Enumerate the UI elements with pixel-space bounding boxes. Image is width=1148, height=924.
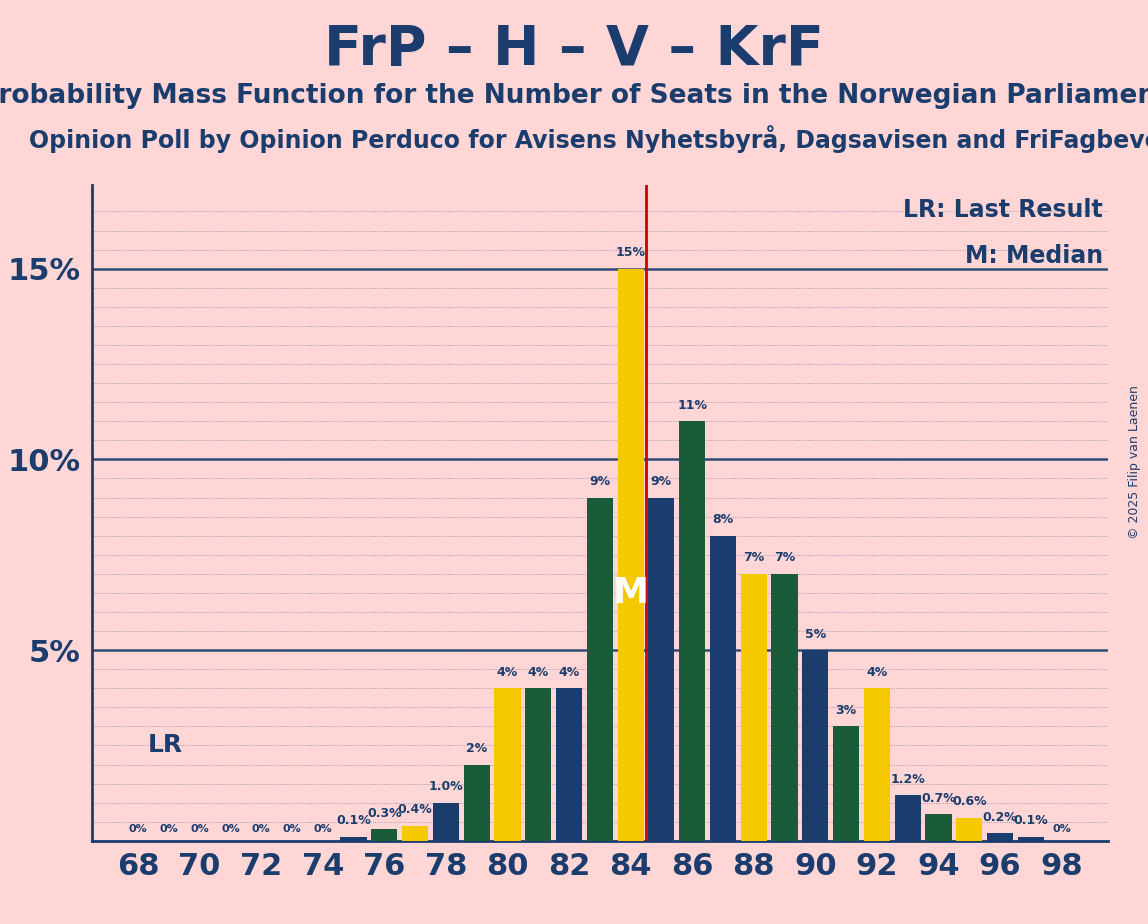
Text: 0.1%: 0.1%: [1014, 814, 1048, 828]
Text: M: M: [613, 576, 649, 610]
Bar: [525, 688, 551, 841]
Bar: [925, 814, 952, 841]
Bar: [894, 795, 921, 841]
Text: © 2025 Filip van Laenen: © 2025 Filip van Laenen: [1127, 385, 1141, 539]
Bar: [433, 803, 459, 841]
Text: 9%: 9%: [589, 475, 611, 488]
Text: M: Median: M: Median: [964, 244, 1103, 268]
Text: 0%: 0%: [129, 824, 147, 834]
Bar: [987, 833, 1014, 841]
Bar: [709, 536, 736, 841]
Bar: [341, 837, 366, 841]
Bar: [649, 497, 675, 841]
Text: 15%: 15%: [615, 246, 645, 259]
Text: 8%: 8%: [713, 513, 734, 526]
Text: 5%: 5%: [805, 627, 825, 640]
Text: 2%: 2%: [466, 742, 487, 755]
Text: 0.4%: 0.4%: [397, 803, 433, 816]
Text: FrP – H – V – KrF: FrP – H – V – KrF: [324, 23, 824, 77]
Text: Probability Mass Function for the Number of Seats in the Norwegian Parliament: Probability Mass Function for the Number…: [0, 83, 1148, 109]
Bar: [402, 825, 428, 841]
Text: 9%: 9%: [651, 475, 672, 488]
Text: 4%: 4%: [558, 665, 580, 679]
Text: 0.3%: 0.3%: [367, 807, 402, 820]
Bar: [618, 269, 644, 841]
Text: 0%: 0%: [313, 824, 332, 834]
Text: 7%: 7%: [743, 552, 765, 565]
Text: 4%: 4%: [867, 665, 887, 679]
Text: 0%: 0%: [251, 824, 271, 834]
Text: 0%: 0%: [282, 824, 301, 834]
Text: 0.7%: 0.7%: [921, 792, 956, 805]
Bar: [371, 830, 397, 841]
Bar: [956, 818, 983, 841]
Bar: [680, 421, 705, 841]
Text: 0%: 0%: [191, 824, 209, 834]
Bar: [833, 726, 859, 841]
Bar: [495, 688, 520, 841]
Text: 1.2%: 1.2%: [891, 772, 925, 785]
Text: 4%: 4%: [528, 665, 549, 679]
Bar: [1018, 837, 1044, 841]
Text: 0.6%: 0.6%: [952, 796, 986, 808]
Bar: [464, 764, 490, 841]
Bar: [587, 497, 613, 841]
Text: LR: LR: [147, 733, 183, 757]
Text: 0%: 0%: [160, 824, 178, 834]
Bar: [863, 688, 890, 841]
Text: Opinion Poll by Opinion Perduco for Avisens Nyhetsbyrå, Dagsavisen and FriFagbev: Opinion Poll by Opinion Perduco for Avis…: [29, 125, 1148, 152]
Text: 0.1%: 0.1%: [336, 814, 371, 828]
Text: 3%: 3%: [836, 704, 856, 717]
Text: 0%: 0%: [1053, 824, 1071, 834]
Bar: [802, 650, 829, 841]
Text: 0.2%: 0.2%: [983, 810, 1017, 823]
Text: LR: Last Result: LR: Last Result: [903, 198, 1103, 222]
Text: 0%: 0%: [222, 824, 240, 834]
Bar: [556, 688, 582, 841]
Bar: [740, 574, 767, 841]
Text: 1.0%: 1.0%: [428, 780, 464, 793]
Text: 7%: 7%: [774, 552, 796, 565]
Bar: [771, 574, 798, 841]
Text: 11%: 11%: [677, 399, 707, 412]
Text: 4%: 4%: [497, 665, 518, 679]
